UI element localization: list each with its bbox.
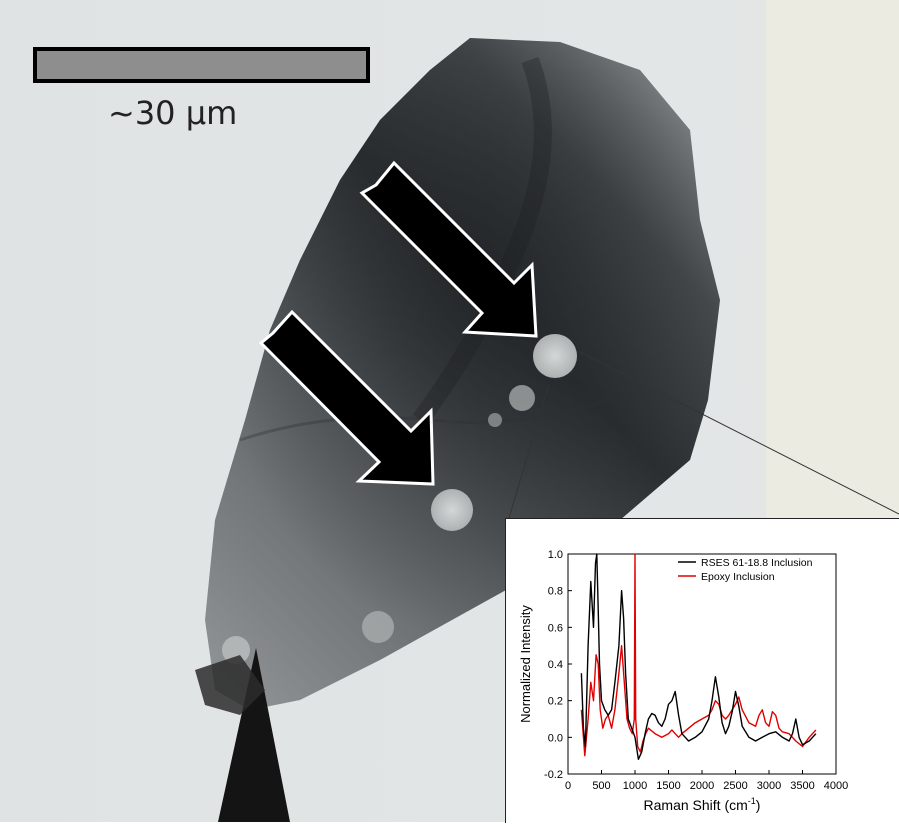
callout-line bbox=[505, 383, 550, 529]
inclusion bbox=[488, 413, 502, 427]
inclusion bbox=[362, 611, 394, 643]
inclusion bbox=[431, 489, 473, 531]
x-tick-label: 1500 bbox=[656, 780, 680, 792]
callout-line bbox=[579, 351, 899, 515]
arrow-upper bbox=[359, 160, 538, 338]
y-tick-label: 0.0 bbox=[548, 732, 563, 744]
x-tick-label: 1000 bbox=[623, 780, 647, 792]
raman-spectrum-inset: 0 500 1000 1500 2000 2500 3000 3500 4000 -0.2 0.0 0… bbox=[505, 518, 899, 823]
y-tick-label: 0.6 bbox=[548, 622, 563, 634]
crystal-dark-streak bbox=[412, 56, 552, 426]
x-axis-label: Raman Shift (cm-1) bbox=[644, 796, 761, 813]
y-axis-label: Normalized Intensity bbox=[518, 605, 533, 723]
crystal-shadow bbox=[205, 38, 720, 710]
inclusion bbox=[222, 636, 250, 664]
x-tick-label: 2500 bbox=[723, 780, 747, 792]
y-tick-label: 0.2 bbox=[548, 696, 563, 708]
scale-bar-label: ~30 µm bbox=[108, 94, 238, 132]
x-tick-label: 500 bbox=[592, 780, 610, 792]
y-tick-label: -0.2 bbox=[544, 769, 563, 781]
legend-entry: Epoxy Inclusion bbox=[701, 571, 775, 583]
y-tick-label: 1.0 bbox=[548, 549, 563, 561]
x-tick-label: 3000 bbox=[757, 780, 781, 792]
x-tick-label: 4000 bbox=[824, 780, 848, 792]
inclusion bbox=[533, 334, 577, 378]
series-line bbox=[580, 553, 817, 761]
needle-tip bbox=[218, 648, 290, 822]
scale-bar bbox=[33, 47, 370, 83]
x-tick-label: 0 bbox=[565, 780, 571, 792]
y-tick-label: 0.4 bbox=[548, 659, 563, 671]
y-tick-label: 0.8 bbox=[548, 586, 563, 598]
series-line bbox=[580, 553, 817, 757]
inclusion bbox=[509, 385, 535, 411]
arrow-lower bbox=[258, 309, 435, 486]
legend-entry: RSES 61-18.8 Inclusion bbox=[701, 557, 813, 569]
x-tick-label: 2000 bbox=[690, 780, 714, 792]
x-tick-label: 3500 bbox=[790, 780, 814, 792]
needle-base bbox=[195, 655, 265, 715]
raman-chart: 0 500 1000 1500 2000 2500 3000 3500 4000 -0.2 0.0 0… bbox=[518, 549, 848, 813]
